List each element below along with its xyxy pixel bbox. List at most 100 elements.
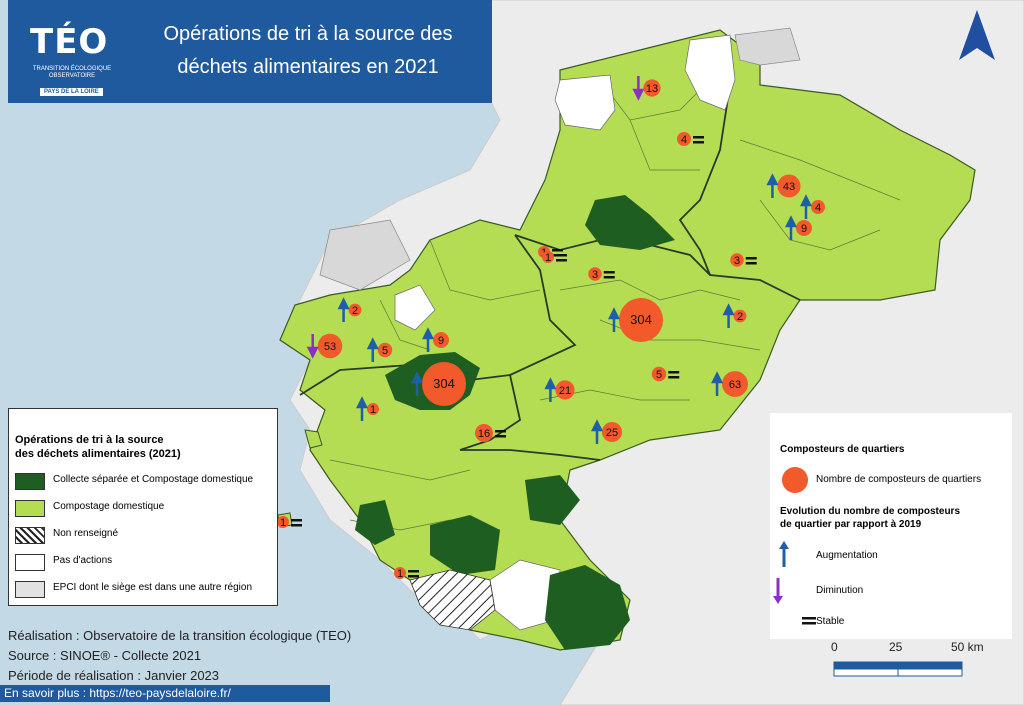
marker-value: 9 [801, 223, 807, 235]
marker-value: 1 [397, 568, 403, 580]
marker-circle [777, 174, 801, 198]
circle-icon [782, 467, 808, 493]
scale-label-0: 0 [831, 640, 838, 654]
title-line-2: déchets alimentaires en 2021 [177, 56, 439, 78]
separate-collection-area [430, 515, 500, 575]
marker-value: 21 [559, 385, 571, 397]
up-arrow-icon [784, 215, 798, 240]
marker-value: 43 [783, 181, 795, 193]
swatch-icon [15, 473, 45, 490]
up-arrow-icon [421, 327, 435, 352]
marker: 53 [306, 333, 343, 359]
marker-circle [796, 220, 812, 236]
swatch-icon [15, 500, 45, 517]
marker: 5 [366, 337, 393, 362]
equals-icon [693, 141, 704, 144]
marker: 9 [421, 327, 449, 352]
credits-line-3: Période de réalisation : Janvier 2023 [8, 668, 220, 683]
marker: 43 [766, 173, 801, 198]
stable-label: Stable [816, 616, 845, 627]
marker: 5 [651, 366, 680, 382]
no-action-area [394, 284, 436, 331]
marker-value: 304 [433, 376, 455, 391]
decrease-label: Diminution [816, 585, 864, 596]
equals-icon [495, 435, 506, 438]
up-arrow-icon [544, 377, 557, 402]
marker-circle [555, 380, 575, 400]
marker: 3 [730, 253, 757, 267]
up-arrow-icon [711, 371, 724, 396]
equals-icon [668, 371, 680, 374]
marker: 1 [394, 567, 419, 580]
marker-value: 53 [324, 341, 336, 353]
marker-value: 1 [545, 252, 551, 264]
marker: 4 [799, 194, 825, 219]
equals-icon [291, 519, 302, 522]
marker: 9 [784, 215, 812, 240]
marker-circle [367, 403, 379, 415]
marker-value: 3 [592, 269, 598, 281]
equals-icon [552, 249, 563, 252]
marker: 4 [677, 132, 704, 146]
legend-label: Pas d'actions [53, 555, 113, 566]
marker-circle [811, 200, 825, 214]
marker-circle [677, 132, 691, 146]
marker-circle [422, 362, 466, 406]
equals-icon [693, 136, 704, 139]
no-action-area [684, 34, 736, 111]
marker-value: 9 [438, 335, 444, 347]
up-arrow-icon [722, 303, 735, 328]
marker: 1 [355, 396, 379, 421]
marker-value: 3 [734, 255, 740, 267]
title-line-1: Opérations de tri à la source des [163, 23, 453, 45]
equals-icon [802, 617, 816, 625]
logo-region: PAYS DE LA LOIRE [40, 88, 103, 96]
up-arrow-icon [410, 371, 424, 396]
credits-line-1: Réalisation : Observatoire de la transit… [8, 628, 352, 643]
marker: 21 [544, 377, 575, 402]
legend-title: Opérations de tri à la source des déchet… [15, 433, 181, 461]
marker-circle [317, 333, 343, 359]
marker-circle [433, 332, 449, 348]
markers-layer: 13443493133042563212516129535304111 [277, 76, 825, 580]
marker: 2 [337, 297, 362, 322]
equals-icon [556, 259, 567, 262]
marker-value: 2 [737, 311, 743, 323]
separate-collection-area [585, 195, 675, 250]
scale-label-25: 25 [889, 640, 903, 654]
up-arrow-icon [590, 419, 604, 444]
marker: 1 [277, 516, 302, 529]
swatch-icon [15, 527, 45, 544]
marker-circle [602, 422, 622, 442]
separate-collection-area [355, 500, 395, 545]
marker-circle [588, 267, 602, 281]
legend2-title: Composteurs de quartiers [780, 444, 905, 455]
marker-circle [348, 303, 362, 317]
marker-value: 16 [478, 428, 490, 440]
legend-label: Collecte séparée et Compostage domestiqu… [53, 474, 254, 485]
other-region-area [734, 27, 801, 66]
equals-icon [668, 376, 680, 379]
equals-icon [745, 257, 757, 260]
region-territory [279, 29, 976, 651]
legend-title-2: des déchets alimentaires (2021) [15, 448, 181, 460]
marker-value: 2 [352, 305, 358, 317]
equals-icon [408, 570, 419, 573]
evolution-title: Evolution du nombre de composteurs de qu… [780, 505, 960, 531]
separate-collection-area [525, 475, 580, 525]
up-arrow-icon [366, 337, 379, 362]
marker: 304 [410, 362, 466, 406]
teo-logo: TÉO TRANSITION ÉCOLOGIQUE OBSERVATOIRE P… [20, 18, 130, 100]
up-arrow-icon [607, 307, 621, 332]
credits-line-2: Source : SINOE® - Collecte 2021 [8, 648, 202, 663]
marker-circle [733, 309, 747, 323]
up-arrow-icon [337, 297, 350, 322]
marker-value: 5 [382, 345, 388, 357]
legend-label: Compostage domestique [53, 501, 165, 512]
marker: 304 [607, 298, 663, 342]
scale-label-50: 50 km [951, 640, 984, 654]
marker-value: 5 [656, 369, 662, 381]
footer-link[interactable]: En savoir plus : https://teo-paysdelaloi… [0, 685, 330, 702]
up-arrow-icon [766, 173, 779, 198]
